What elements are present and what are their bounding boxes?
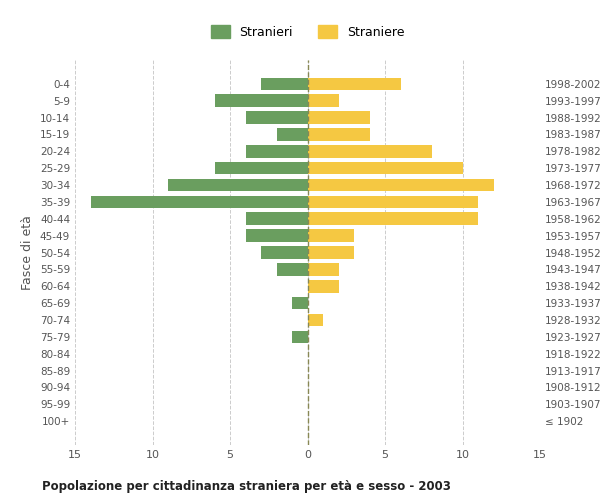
Bar bbox=[308, 230, 354, 242]
Bar bbox=[308, 162, 463, 174]
Bar bbox=[245, 145, 308, 158]
Bar bbox=[308, 128, 370, 141]
Bar bbox=[245, 230, 308, 242]
Legend: Stranieri, Straniere: Stranieri, Straniere bbox=[206, 20, 409, 44]
Bar bbox=[245, 111, 308, 124]
Bar bbox=[308, 145, 431, 158]
Bar bbox=[308, 263, 338, 276]
Bar bbox=[261, 246, 308, 259]
Bar bbox=[292, 297, 308, 310]
Bar bbox=[308, 178, 493, 192]
Bar bbox=[215, 162, 308, 174]
Text: Popolazione per cittadinanza straniera per età e sesso - 2003: Popolazione per cittadinanza straniera p… bbox=[42, 480, 451, 493]
Bar bbox=[308, 314, 323, 326]
Y-axis label: Fasce di età: Fasce di età bbox=[22, 215, 34, 290]
Bar bbox=[308, 78, 401, 90]
Bar bbox=[277, 128, 308, 141]
Bar bbox=[308, 246, 354, 259]
Bar bbox=[91, 196, 308, 208]
Bar bbox=[168, 178, 308, 192]
Bar bbox=[277, 263, 308, 276]
Bar bbox=[245, 212, 308, 225]
Bar bbox=[215, 94, 308, 107]
Bar bbox=[261, 78, 308, 90]
Bar bbox=[308, 94, 338, 107]
Bar bbox=[308, 111, 370, 124]
Bar bbox=[308, 212, 478, 225]
Bar bbox=[308, 196, 478, 208]
Bar bbox=[308, 280, 338, 292]
Bar bbox=[292, 330, 308, 343]
